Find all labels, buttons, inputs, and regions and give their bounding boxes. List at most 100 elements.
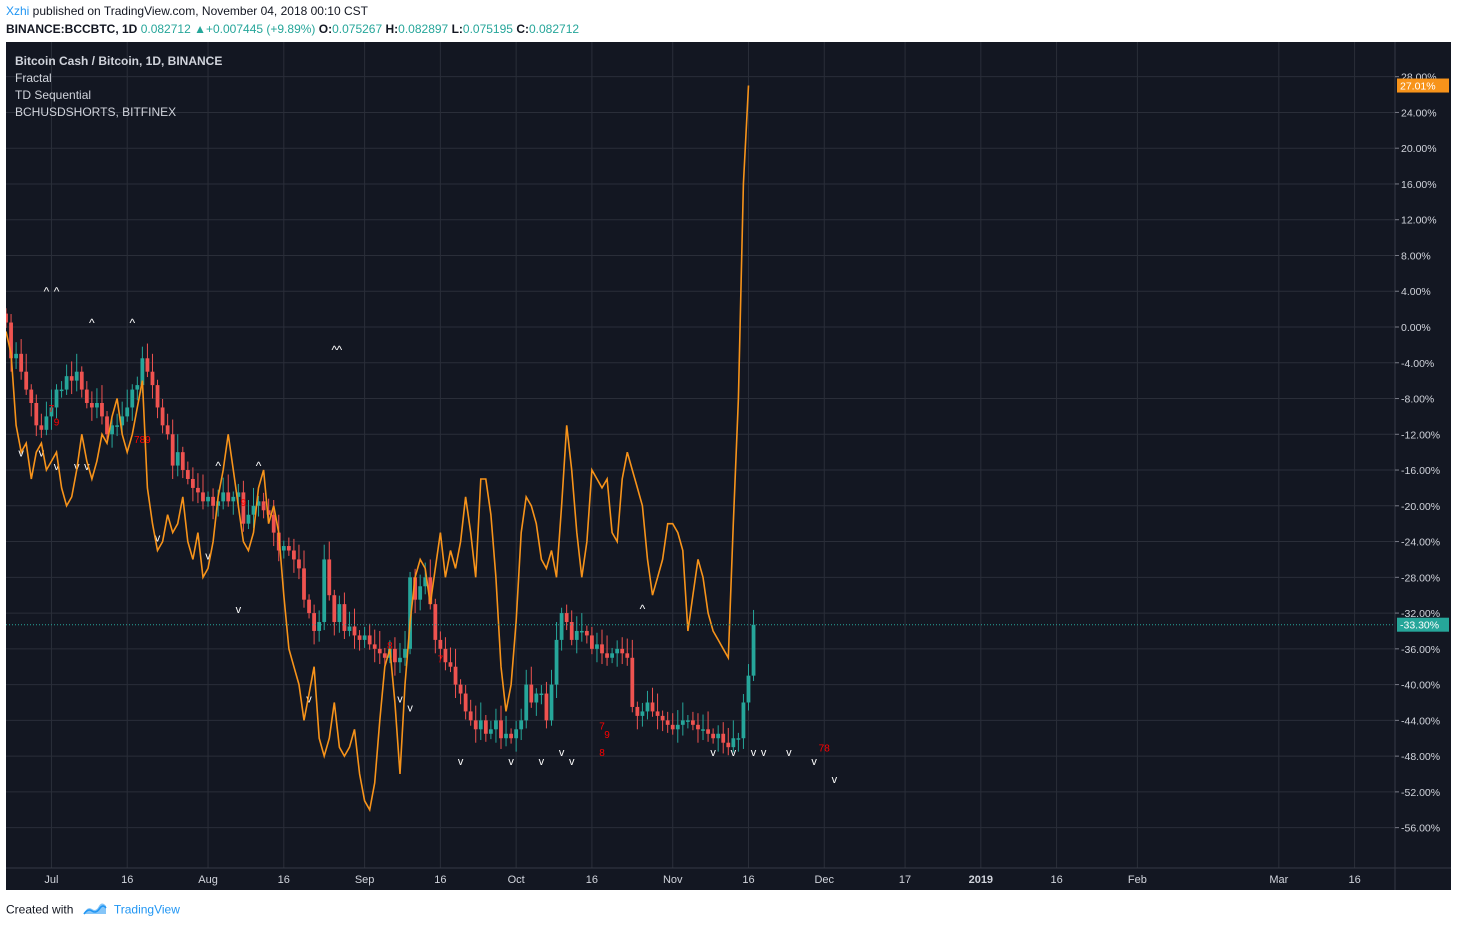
x-tick-label: Nov (663, 874, 683, 886)
candle-body (403, 648, 407, 658)
legend-fractal[interactable]: Fractal (15, 71, 52, 85)
fractal-down-marker: v (832, 774, 838, 786)
fractal-down-marker: v (811, 756, 817, 768)
y-tick-label: 12.00% (1401, 215, 1437, 227)
x-tick-label: 16 (1050, 874, 1062, 886)
y-tick-label: -20.00% (1401, 501, 1440, 513)
candle-body (377, 648, 382, 654)
y-tick-label: -44.00% (1401, 715, 1440, 727)
td-sequential-count: 78 (819, 744, 831, 755)
candle-body (574, 630, 579, 640)
tradingview-logo-icon[interactable] (83, 902, 107, 919)
candle-body (519, 720, 524, 730)
candle-body (610, 653, 615, 658)
chart-background (6, 42, 1451, 890)
fractal-down-marker: v (84, 461, 90, 473)
candle-body (584, 630, 589, 636)
fractal-up-marker: ^ (640, 602, 646, 616)
y-tick-label: -12.00% (1401, 429, 1440, 441)
author-link[interactable]: Xzhi (6, 4, 30, 18)
candle-body (645, 702, 650, 712)
candle-body (342, 604, 347, 631)
candle-body (64, 376, 69, 390)
shorts-value-label: 27.01% (1400, 81, 1436, 93)
fractal-up-marker: ^ (129, 316, 135, 330)
candle-body (372, 644, 377, 649)
y-tick-label: -24.00% (1401, 537, 1440, 549)
candle-body (736, 738, 741, 740)
candle-body (448, 662, 453, 667)
candle-body (34, 402, 39, 426)
candle-body (241, 492, 246, 524)
candle-body (120, 416, 125, 426)
fractal-down-marker: v (397, 693, 403, 705)
candle-body (726, 742, 731, 748)
fractal-down-marker: v (710, 747, 716, 759)
candle-body (19, 353, 24, 372)
publish-header: Xzhi published on TradingView.com, Novem… (6, 4, 368, 18)
high-label: H: (385, 22, 399, 36)
footer: Created with TradingView (6, 902, 180, 919)
candle-body (211, 496, 215, 506)
shorts-series-line (5, 85, 750, 813)
candle-body (696, 724, 700, 730)
candle-body (640, 711, 645, 716)
candle-body (625, 653, 630, 658)
candle-body (281, 546, 286, 551)
candle-body (473, 720, 478, 730)
chart-canvas[interactable]: Jul 16 Aug 16 Sep 16 Oct 16 Nov 16 Dec 17 2019 16 Feb M… (4, 42, 1451, 890)
candle-body (196, 487, 200, 493)
chart-area[interactable]: Jul 16 Aug 16 Sep 16 Oct 16 Nov 16 Dec 17 2019 16 Feb M… (4, 42, 1451, 890)
fractal-down-marker: v (407, 702, 413, 714)
candle-body (529, 684, 534, 703)
tradingview-brand-link[interactable]: TradingView (113, 902, 180, 917)
x-tick-label: Aug (198, 874, 218, 886)
legend-shorts[interactable]: BCHUSDSHORTS, BITFINEX (15, 105, 177, 119)
candle-body (74, 371, 79, 381)
candle-body (499, 720, 503, 739)
candle-body (115, 425, 120, 427)
fractal-down-marker: v (559, 747, 565, 759)
x-tick-label: Feb (1128, 874, 1147, 886)
candle-body (9, 322, 13, 359)
candle-body (170, 434, 175, 466)
candle-body (564, 613, 569, 623)
low-value: 0.075195 (462, 22, 513, 36)
fractal-down-marker: v (569, 756, 575, 768)
candle-body (463, 693, 468, 712)
candle-body (453, 666, 458, 685)
candle-body (180, 452, 185, 471)
candle-body (140, 358, 145, 386)
fractal-down-marker: v (761, 747, 767, 759)
candle-body (297, 559, 301, 569)
candle-body (84, 389, 89, 403)
fractal-up-marker: ^ (215, 459, 221, 473)
candle-body (29, 389, 34, 403)
td-sequential-count: 9 (604, 730, 610, 741)
candle-body (514, 729, 519, 739)
candle-body (125, 407, 130, 417)
x-tick-label: Jul (44, 874, 58, 886)
candle-body (286, 546, 291, 551)
open-label: O: (318, 22, 333, 36)
fractal-down-marker: v (731, 747, 737, 759)
y-tick-label: -48.00% (1401, 751, 1440, 763)
candle-body (271, 514, 276, 533)
y-tick-label: -16.00% (1401, 465, 1440, 477)
legend-td-sequential[interactable]: TD Sequential (15, 88, 92, 102)
candle-body (488, 729, 493, 734)
td-sequential-count: 9 (54, 417, 60, 428)
candle-body (246, 514, 251, 524)
candle-body (670, 724, 675, 730)
last-price: 0.082712 (140, 22, 191, 36)
fractal-down-marker: v (539, 756, 545, 768)
td-sequential-count: 8 (387, 641, 393, 652)
candle-body (569, 622, 574, 640)
candle-body (650, 702, 655, 712)
fractal-down-marker: v (306, 693, 312, 705)
high-value: 0.082897 (398, 22, 449, 36)
candle-body (382, 653, 387, 658)
td-sequential-count: 7 (49, 404, 55, 415)
candle-body (322, 559, 327, 623)
candle-body (89, 402, 94, 408)
